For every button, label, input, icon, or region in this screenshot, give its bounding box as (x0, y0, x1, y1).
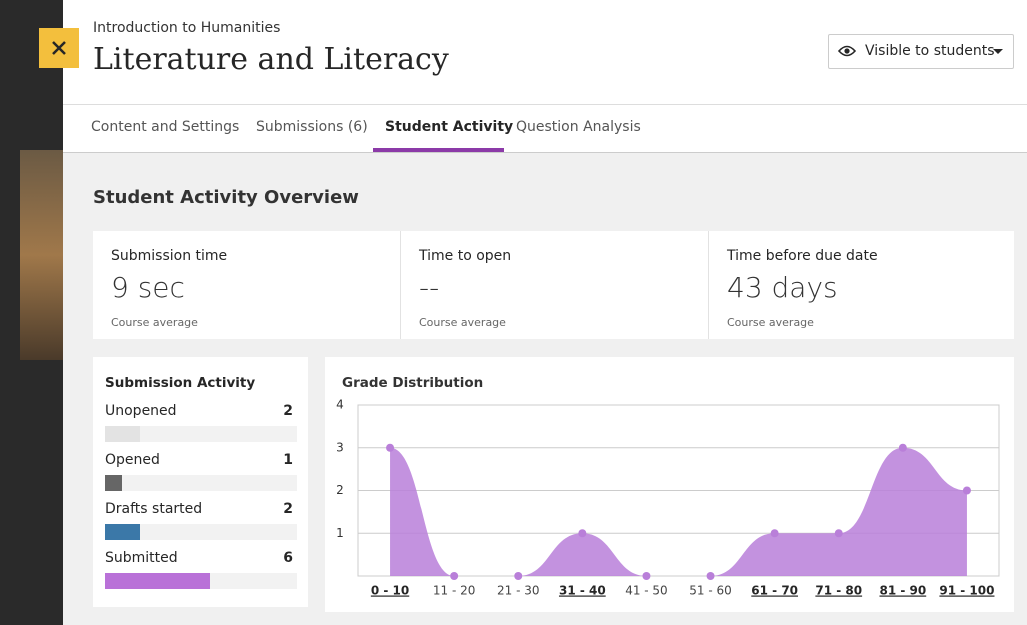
tab-bar: Content and Settings Submissions (6) Stu… (63, 104, 1027, 153)
item-label: Submitted (105, 550, 178, 566)
y-tick-label: 2 (336, 483, 344, 497)
x-tick-label: 11 - 20 (433, 584, 476, 598)
visibility-label: Visible to students (865, 43, 995, 59)
stat-value: 43 days (727, 271, 838, 304)
close-button[interactable] (39, 28, 79, 68)
chart-title: Grade Distribution (342, 375, 483, 391)
eye-icon (838, 45, 856, 57)
stat-note: Course average (727, 316, 814, 329)
item-track (105, 524, 297, 540)
point (706, 572, 715, 580)
submission-activity: Submission Activity Unopened 2 Opened 1 Draf… (93, 357, 308, 607)
tab-active[interactable]: Student Activity (385, 119, 514, 135)
overview-cards: Submission time 9 sec Course average Tim… (93, 231, 1014, 339)
stat-label: Submission time (111, 248, 228, 264)
y-tick-label: 1 (336, 526, 344, 540)
point (450, 572, 459, 580)
divider (708, 231, 709, 339)
x-tick-label: 0 - 10 (371, 584, 409, 598)
section-title: Student Activity Overview (93, 187, 359, 208)
page-title: Literature and Literacy (93, 42, 449, 77)
item-bar (105, 573, 210, 589)
point (386, 443, 395, 452)
stat-note: Course average (111, 316, 198, 329)
x-tick-label: 51 - 60 (689, 584, 732, 598)
stat-label: Time before due date (727, 248, 878, 264)
header: Introduction to Humanities Literature an… (63, 0, 1027, 104)
caret (993, 49, 1003, 54)
item-bar (105, 426, 140, 442)
x-tick-label: 61 - 70 (751, 584, 798, 598)
course-image (20, 150, 63, 360)
tab[interactable]: Question Analysis (516, 119, 641, 135)
point (834, 529, 843, 538)
x-tick-label: 21 - 30 (497, 584, 540, 598)
close-icon (52, 41, 66, 55)
stat-value: 9 sec (111, 271, 185, 304)
stat-note: Course average (419, 316, 506, 329)
x-tick-label: 91 - 100 (939, 584, 994, 598)
divider (400, 231, 401, 339)
item-count: 2 (283, 501, 293, 517)
area (390, 447, 967, 576)
item-count: 2 (283, 403, 293, 419)
point (770, 529, 779, 538)
item-track (105, 426, 297, 442)
point (514, 572, 523, 580)
point (898, 443, 907, 452)
item-bar (105, 524, 140, 540)
y-tick-label: 4 (336, 398, 344, 412)
x-tick-label: 81 - 90 (879, 584, 926, 598)
card-title: Submission Activity (105, 375, 256, 391)
item-bar (105, 475, 123, 491)
x-tick-label: 41 - 50 (625, 584, 668, 598)
tab-indicator (373, 148, 504, 152)
visibility-button[interactable]: Visible to students (828, 34, 1014, 69)
point (962, 486, 971, 495)
item-track (105, 475, 297, 491)
item-count: 1 (283, 452, 293, 468)
y-tick-label: 3 (336, 440, 344, 454)
chart: Grade Distribution 1 2 3 4 0 - 10 11 - 20 21 -… (336, 375, 1000, 598)
point (642, 572, 651, 580)
x-tick-label: 71 - 80 (815, 584, 862, 598)
course-name: Introduction to Humanities (93, 20, 281, 36)
item-count: 6 (283, 550, 293, 566)
stat-value: -- (419, 271, 440, 304)
tab[interactable]: Submissions (6) (256, 119, 368, 135)
grade-card: Grade Distribution 1 2 3 4 0 - 10 11 - 20 21 -… (325, 357, 1014, 612)
stat-label: Time to open (419, 248, 512, 264)
point (578, 529, 587, 538)
sidebar (0, 0, 63, 625)
item-label: Unopened (105, 403, 177, 419)
item-label: Drafts started (105, 501, 203, 517)
x-tick-label: 31 - 40 (559, 584, 606, 598)
item-label: Opened (105, 452, 160, 468)
tab[interactable]: Content and Settings (91, 119, 240, 135)
